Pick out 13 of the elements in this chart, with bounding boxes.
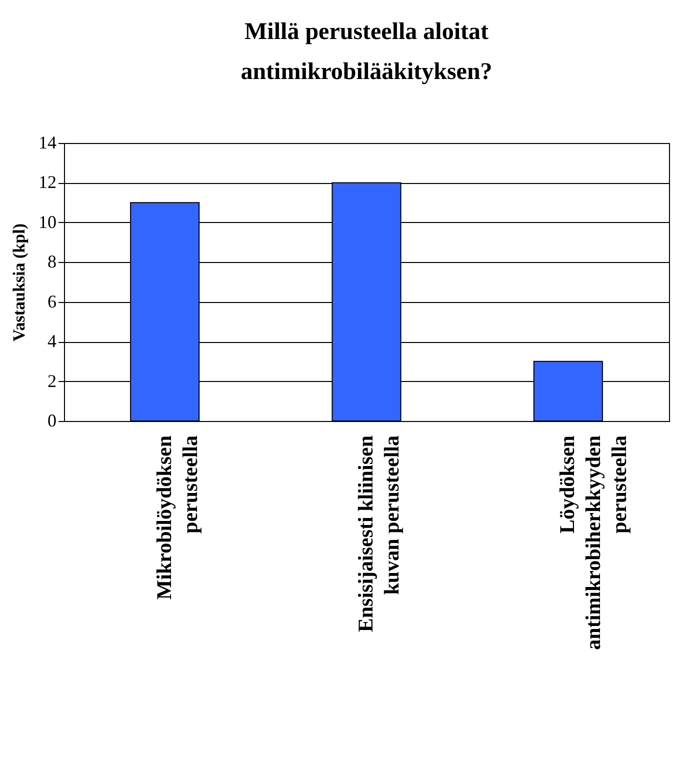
y-tick-label: 2 [48, 370, 56, 391]
chart-title: Millä perusteella aloitat antimikrobilääkityksen? [240, 19, 492, 85]
y-tick-label: 0 [48, 410, 56, 430]
y-tick-label: 10 [38, 212, 56, 232]
y-tick-label: 6 [48, 291, 56, 312]
x-tick-label: Mikrobilöydöksen perusteella [152, 435, 202, 600]
x-tick-label: Ensisijaisesti kliinisen kuvan perusteella [354, 435, 404, 632]
y-axis-title: Vastauksia (kpl) [10, 224, 28, 342]
y-tick-label: 14 [38, 132, 56, 152]
y-tick-label: 4 [48, 331, 56, 352]
x-tick-label: Löydöksen antimikrobiherkkyyden perusteella [555, 435, 632, 650]
y-tick-label: 8 [48, 252, 56, 272]
y-tick-label: 12 [38, 172, 56, 192]
